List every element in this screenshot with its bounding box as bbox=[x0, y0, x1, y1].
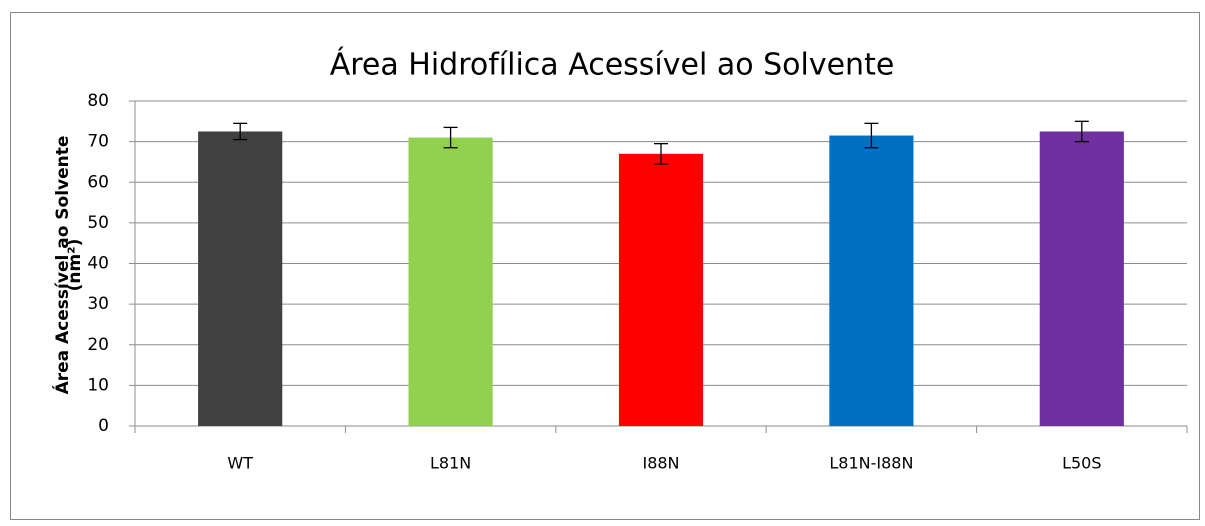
y-tick-label: 20 bbox=[87, 335, 109, 355]
y-axis-title: Área Acessível ao Solvente (nm²) bbox=[51, 136, 85, 395]
y-tick-label: 0 bbox=[98, 416, 109, 436]
x-tick-label: WT bbox=[227, 454, 253, 473]
y-tick-label: 60 bbox=[87, 172, 109, 192]
bar bbox=[198, 131, 283, 426]
chart-frame bbox=[10, 12, 1200, 520]
y-tick-label: 30 bbox=[87, 294, 109, 314]
bar bbox=[408, 137, 493, 426]
x-tick-label: L81N-I88N bbox=[829, 454, 913, 473]
bar bbox=[829, 135, 914, 426]
bar bbox=[1039, 131, 1124, 426]
y-tick-label: 70 bbox=[87, 132, 109, 152]
chart-title: Área Hidrofílica Acessível ao Solvente bbox=[330, 47, 895, 83]
y-axis-title-line: Área Acessível ao Solvente bbox=[51, 136, 73, 395]
x-tick-label: L81N bbox=[430, 454, 471, 473]
y-tick-label: 50 bbox=[87, 213, 109, 233]
y-axis-title-line: (nm²) bbox=[65, 239, 85, 292]
x-tick-label: L50S bbox=[1062, 454, 1101, 473]
y-tick-label: 40 bbox=[87, 254, 109, 274]
y-tick-label: 80 bbox=[87, 91, 109, 111]
y-tick-label: 10 bbox=[87, 375, 109, 395]
bar bbox=[618, 153, 704, 426]
x-tick-label: I88N bbox=[642, 454, 679, 473]
